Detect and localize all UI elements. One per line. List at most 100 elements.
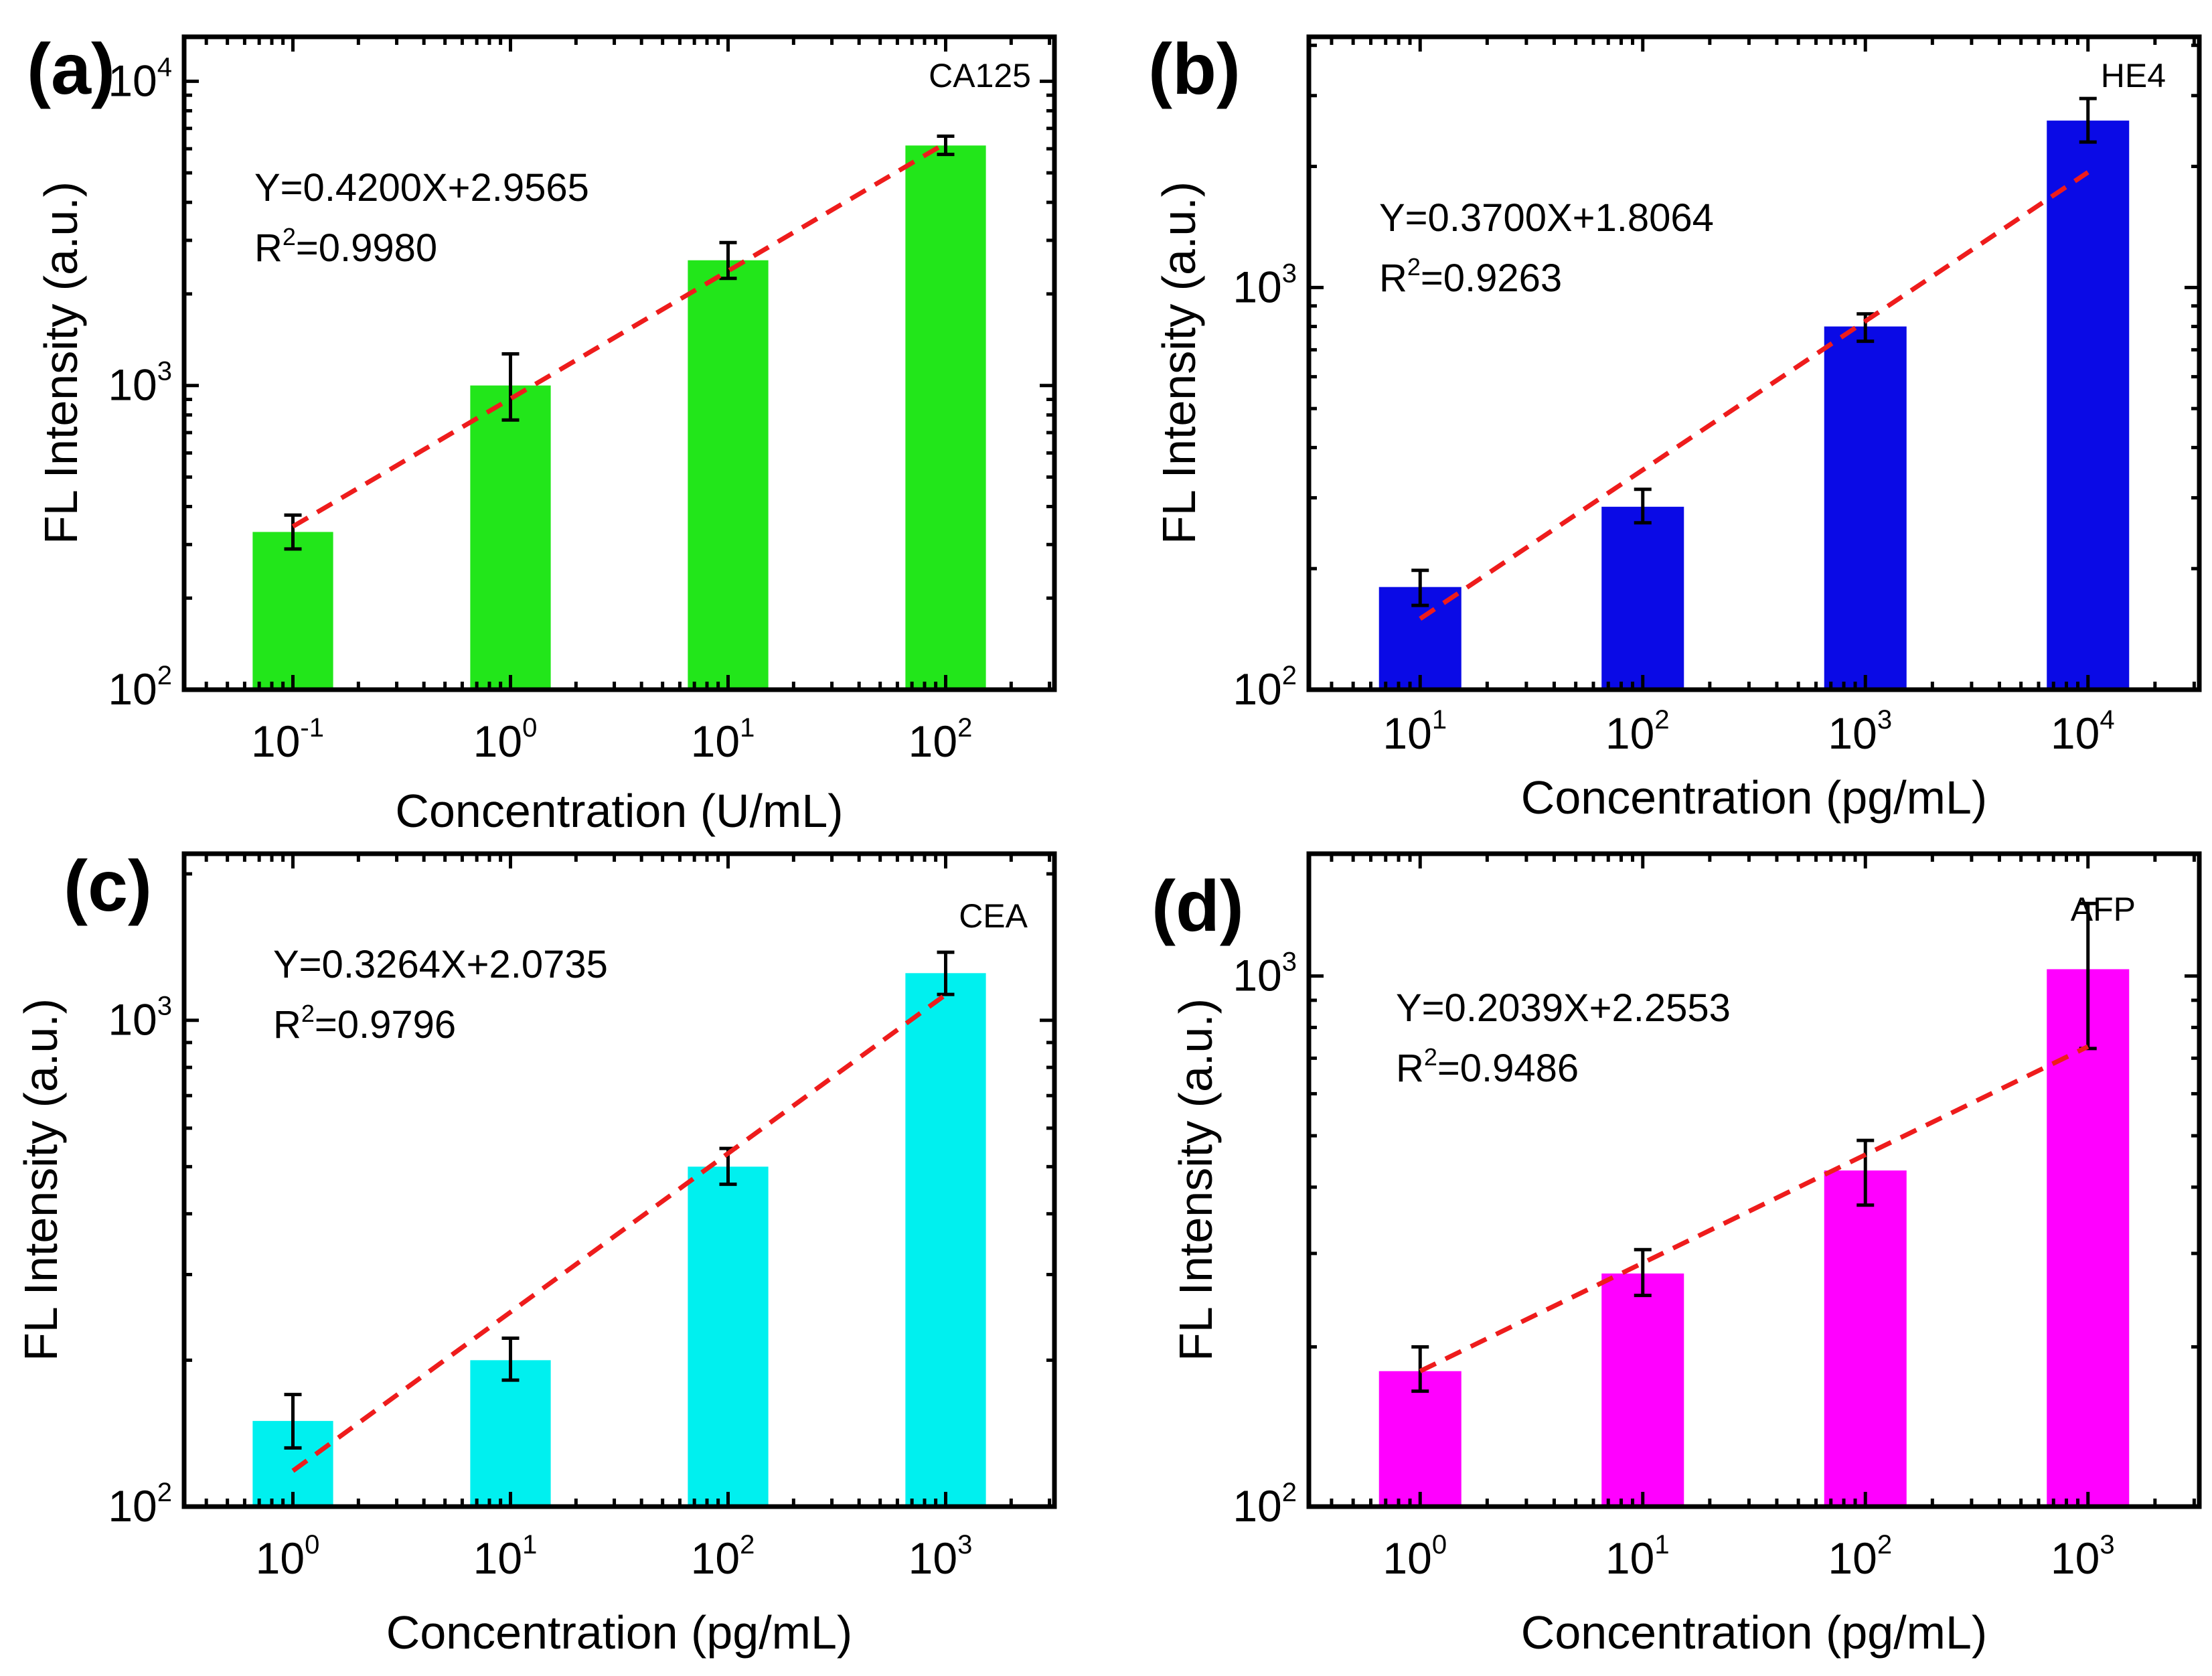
tick-exponent: 2 bbox=[157, 1478, 172, 1507]
tick-exponent: 3 bbox=[157, 992, 172, 1021]
x-axis-title: Concentration (pg/mL) bbox=[386, 1606, 852, 1659]
bar bbox=[688, 260, 769, 690]
fit-r-squared: R2=0.9980 bbox=[254, 223, 437, 270]
fit-equation: Y=0.2039X+2.2553 bbox=[1396, 986, 1731, 1030]
fit-equation: Y=0.4200X+2.9565 bbox=[254, 166, 589, 210]
error-bar bbox=[1856, 1138, 1875, 1207]
marker-label: HE4 bbox=[2101, 57, 2166, 94]
fit-equation: Y=0.3264X+2.0735 bbox=[273, 943, 608, 986]
tick-exponent: 3 bbox=[1282, 258, 1297, 288]
r2-value: =0.9263 bbox=[1421, 256, 1562, 300]
fit-line bbox=[1419, 170, 2089, 621]
r2-exponent: 2 bbox=[283, 223, 296, 250]
bar bbox=[688, 1166, 769, 1507]
error-bar bbox=[284, 1393, 302, 1450]
tick-base: 10 bbox=[108, 664, 157, 714]
tick-base: 10 bbox=[908, 716, 957, 766]
error-bar bbox=[1634, 487, 1652, 525]
tick-exponent: 2 bbox=[1282, 1478, 1297, 1507]
tick-base: 10 bbox=[1605, 1533, 1654, 1583]
tick-base: 10 bbox=[1828, 708, 1877, 758]
r2-value: =0.9796 bbox=[315, 1003, 456, 1047]
tick-exponent: 1 bbox=[1654, 1530, 1669, 1559]
tick-base: 10 bbox=[256, 1533, 305, 1583]
panel-label: (d) bbox=[1152, 865, 1244, 946]
tick-base: 10 bbox=[108, 360, 157, 410]
tick-exponent: 0 bbox=[522, 713, 537, 743]
r2-prefix: R bbox=[273, 1003, 301, 1047]
tick-base: 10 bbox=[1233, 951, 1281, 1000]
tick-exponent: 3 bbox=[1877, 705, 1892, 735]
fit-r-squared: R2=0.9263 bbox=[1379, 253, 1562, 300]
tick-base: 10 bbox=[108, 56, 157, 105]
error-bar bbox=[937, 134, 955, 157]
r2-prefix: R bbox=[254, 226, 283, 270]
error-bar bbox=[1411, 568, 1429, 607]
error-bar bbox=[937, 950, 955, 996]
tick-exponent: -1 bbox=[300, 713, 324, 743]
tick-exponent: 2 bbox=[157, 661, 172, 690]
y-tick-label: 102 bbox=[108, 661, 172, 714]
bar bbox=[252, 532, 333, 690]
bar bbox=[905, 145, 986, 690]
x-tick-label: 100 bbox=[256, 1530, 320, 1583]
tick-exponent: 2 bbox=[1654, 705, 1669, 735]
y-tick-label: 102 bbox=[1233, 661, 1297, 714]
tick-base: 10 bbox=[2051, 1533, 2100, 1583]
y-axis-title: FL Intensity (a.u.) bbox=[1153, 181, 1205, 544]
bar bbox=[1824, 326, 1907, 690]
x-axis-title: Concentration (pg/mL) bbox=[1521, 771, 1987, 824]
fit-equation: Y=0.3700X+1.8064 bbox=[1379, 196, 1714, 240]
tick-exponent: 2 bbox=[957, 713, 972, 743]
tick-exponent: 3 bbox=[157, 357, 172, 386]
tick-exponent: 0 bbox=[305, 1530, 319, 1559]
tick-exponent: 0 bbox=[1432, 1530, 1447, 1559]
marker-label: CA125 bbox=[929, 57, 1031, 94]
y-axis-title: FL Intensity (a.u.) bbox=[15, 998, 67, 1361]
tick-exponent: 2 bbox=[740, 1530, 755, 1559]
marker-label: AFP bbox=[2071, 891, 2136, 928]
fit-line bbox=[291, 992, 947, 1473]
fit-line bbox=[1419, 1044, 2089, 1373]
panel-label: (c) bbox=[64, 845, 152, 926]
tick-base: 10 bbox=[908, 1533, 957, 1583]
fit-r-squared: R2=0.9796 bbox=[273, 1000, 456, 1047]
tick-base: 10 bbox=[1382, 708, 1431, 758]
tick-base: 10 bbox=[251, 716, 300, 766]
bar bbox=[1601, 506, 1684, 690]
y-tick-label: 103 bbox=[1233, 258, 1297, 311]
x-tick-label: 103 bbox=[1828, 705, 1892, 758]
tick-base: 10 bbox=[1382, 1533, 1431, 1583]
plot-frame bbox=[181, 851, 1057, 1509]
bar bbox=[1378, 1371, 1462, 1507]
y-tick-label: 103 bbox=[108, 992, 172, 1045]
x-tick-label: 101 bbox=[1382, 705, 1447, 758]
x-tick-label: 103 bbox=[908, 1530, 973, 1583]
tick-exponent: 4 bbox=[157, 52, 172, 82]
x-tick-label: 102 bbox=[1605, 705, 1670, 758]
y-tick-label: 103 bbox=[108, 357, 172, 410]
tick-exponent: 2 bbox=[1282, 661, 1297, 690]
tick-base: 10 bbox=[1233, 664, 1281, 714]
bar bbox=[1601, 1273, 1684, 1507]
y-tick-label: 103 bbox=[1233, 947, 1297, 1000]
tick-exponent: 4 bbox=[2100, 705, 2114, 735]
tick-base: 10 bbox=[2051, 708, 2100, 758]
error-bar bbox=[501, 352, 520, 422]
plot-frame bbox=[1306, 34, 2202, 692]
bar bbox=[470, 385, 551, 690]
x-tick-label: 100 bbox=[1382, 1530, 1447, 1583]
tick-exponent: 1 bbox=[740, 713, 755, 743]
y-tick-label: 102 bbox=[108, 1478, 172, 1531]
x-tick-label: 101 bbox=[691, 713, 755, 766]
x-axis-title: Concentration (pg/mL) bbox=[1521, 1606, 1987, 1659]
r2-exponent: 2 bbox=[1424, 1043, 1437, 1071]
tick-base: 10 bbox=[1233, 1481, 1281, 1531]
r2-prefix: R bbox=[1379, 256, 1407, 300]
tick-exponent: 3 bbox=[1282, 947, 1297, 977]
tick-exponent: 3 bbox=[2100, 1530, 2114, 1559]
r2-exponent: 2 bbox=[301, 1000, 315, 1027]
